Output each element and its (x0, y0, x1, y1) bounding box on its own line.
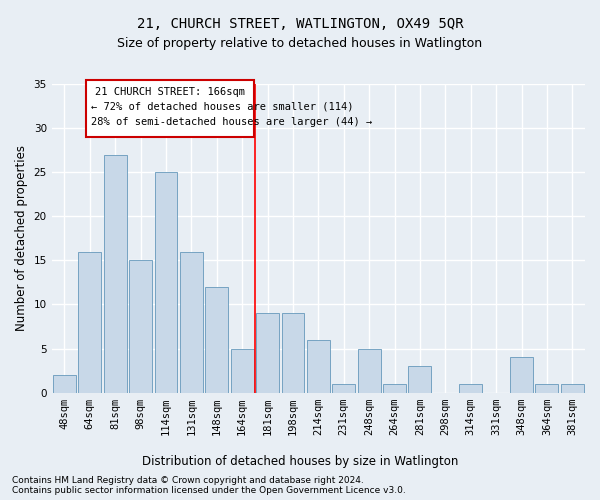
Y-axis label: Number of detached properties: Number of detached properties (15, 146, 28, 332)
Text: 21, CHURCH STREET, WATLINGTON, OX49 5QR: 21, CHURCH STREET, WATLINGTON, OX49 5QR (137, 18, 463, 32)
Bar (79, 252, 101, 392)
Bar (409, 366, 431, 392)
Bar (86, 80, 254, 137)
Text: Contains public sector information licensed under the Open Government Licence v3: Contains public sector information licen… (12, 486, 406, 495)
Bar (129, 260, 152, 392)
Bar (231, 348, 254, 393)
Bar (256, 314, 279, 392)
Text: ← 72% of detached houses are smaller (114): ← 72% of detached houses are smaller (11… (91, 102, 353, 112)
Text: 21 CHURCH STREET: 166sqm: 21 CHURCH STREET: 166sqm (95, 86, 245, 97)
Bar (561, 384, 584, 392)
Bar (307, 340, 330, 392)
Text: Distribution of detached houses by size in Watlington: Distribution of detached houses by size … (142, 455, 458, 468)
Bar (459, 384, 482, 392)
Bar (510, 358, 533, 392)
Text: Contains HM Land Registry data © Crown copyright and database right 2024.: Contains HM Land Registry data © Crown c… (12, 476, 364, 485)
Bar (281, 314, 304, 392)
Bar (205, 287, 228, 393)
Text: Size of property relative to detached houses in Watlington: Size of property relative to detached ho… (118, 38, 482, 51)
Bar (358, 348, 380, 393)
Text: 28% of semi-detached houses are larger (44) →: 28% of semi-detached houses are larger (… (91, 116, 372, 126)
Bar (332, 384, 355, 392)
Bar (53, 375, 76, 392)
Bar (104, 154, 127, 392)
Bar (383, 384, 406, 392)
Bar (180, 252, 203, 392)
Bar (535, 384, 559, 392)
Bar (155, 172, 178, 392)
